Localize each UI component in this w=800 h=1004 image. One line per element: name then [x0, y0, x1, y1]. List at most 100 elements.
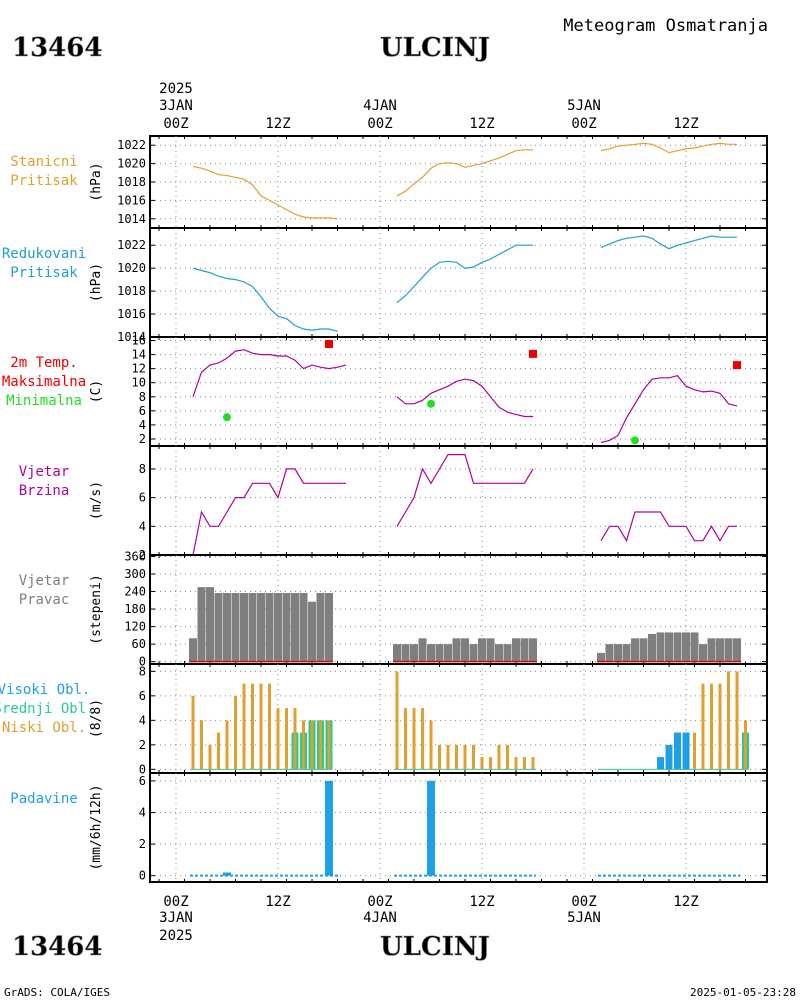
wind-dir-bar — [622, 644, 631, 662]
low-cloud-bar — [310, 720, 314, 770]
low-cloud-bar — [234, 695, 237, 770]
wind-dir-bar — [308, 601, 316, 662]
wind-dir-bar — [486, 638, 495, 662]
wind-dir-bar — [240, 592, 248, 662]
wind-dir-bar — [274, 592, 282, 662]
low-cloud-bar — [251, 683, 254, 770]
y-tick-label: 12 — [132, 362, 146, 376]
station-id-bottom: 13464 — [12, 932, 102, 962]
y-tick-label: 1022 — [117, 238, 146, 252]
low-cloud-bar — [259, 683, 263, 770]
bottom-day-label: 5JAN — [567, 910, 601, 926]
top-hour-label: 00Z — [163, 116, 188, 132]
low-cloud-bar — [701, 683, 705, 770]
y-tick-label: 1014 — [117, 330, 146, 344]
wind-dir-bar — [707, 638, 716, 662]
wind-dir-bar — [461, 638, 469, 662]
y-tick-label: 6 — [139, 404, 146, 418]
series-line — [192, 165, 338, 220]
bottom-hour-label: 00Z — [571, 894, 596, 910]
y-tick-label: 300 — [124, 567, 146, 581]
wind-dir-bar — [223, 592, 231, 662]
panel-label: Niski Obl. — [2, 720, 86, 736]
footer-timestamp: 2025-01-05-23:28 — [690, 986, 796, 999]
low-cloud-bar — [497, 744, 501, 770]
low-cloud-bar — [421, 708, 424, 770]
wind-dir-bar — [231, 592, 240, 662]
wind-dir-bar — [214, 592, 223, 662]
bottom-hour-label: 12Z — [265, 894, 290, 910]
wind-dir-bar — [605, 644, 614, 662]
series-line — [396, 454, 534, 527]
wind-dir-bar — [265, 592, 274, 662]
unit-label: (stepeni) — [89, 574, 104, 644]
wind-dir-bar — [469, 644, 478, 662]
low-cloud-bar — [268, 683, 271, 770]
y-tick-label: 2 — [139, 738, 146, 752]
footer-credit: GrADS: COLA/IGES — [4, 986, 110, 999]
wind-dir-bar — [631, 638, 639, 662]
low-cloud-bar — [693, 732, 696, 770]
low-cloud-bar — [200, 720, 203, 770]
wind-dir-bar — [724, 638, 733, 662]
y-tick-label: 6 — [139, 689, 146, 703]
top-hour-label: 12Z — [469, 116, 494, 132]
panel-label: Redukovani — [2, 246, 86, 262]
wind-dir-bar — [656, 632, 665, 662]
series-line — [600, 142, 737, 154]
low-cloud-bar — [455, 744, 458, 770]
y-tick-label: 8 — [139, 664, 146, 678]
wind-dir-bar — [444, 644, 452, 662]
station-name-top: ULCINJ — [380, 33, 490, 63]
low-cloud-bar — [429, 720, 433, 770]
wind-dir-bar — [520, 638, 529, 662]
y-tick-label: 14 — [132, 348, 146, 362]
wind-dir-bar — [733, 638, 741, 662]
low-cloud-bar — [472, 744, 475, 770]
bottom-day-label: 4JAN — [363, 910, 397, 926]
tmin-marker — [631, 436, 639, 445]
y-tick-label: 60 — [132, 637, 146, 651]
y-tick-label: 1016 — [117, 193, 146, 207]
wind-dir-bar — [648, 633, 656, 662]
wind-dir-bar — [410, 644, 418, 662]
top-hour-label: 00Z — [571, 116, 596, 132]
panel-precipitation: 0 2 4 6 (mm/6h/12h) Padavine — [10, 772, 768, 883]
panel-label: Vjetar — [19, 573, 70, 589]
panel-label: Pravac — [19, 592, 70, 608]
high-cloud-bar — [665, 744, 673, 770]
wind-dir-bar — [503, 644, 512, 662]
panel-wind_direction: 0 60 120 180 240 300 360 (stepeni) Vjetar Pravac — [19, 549, 768, 669]
bottom-hour-label: 12Z — [469, 894, 494, 910]
top-year-label: 2025 — [159, 81, 193, 97]
panel-label: Stanicni — [10, 154, 77, 170]
series-line — [192, 468, 346, 556]
top-day-label: 5JAN — [567, 98, 601, 114]
low-cloud-bar — [285, 708, 288, 770]
precip-bar — [223, 872, 231, 876]
tmin-marker — [427, 399, 435, 408]
wind-dir-bar — [665, 632, 673, 662]
y-tick-label: 1020 — [117, 261, 146, 275]
panel-label: Vjetar — [19, 464, 70, 480]
low-cloud-bar — [412, 708, 416, 770]
wind-dir-bar — [401, 644, 410, 662]
series-line — [396, 149, 533, 197]
low-cloud-bar — [293, 708, 297, 770]
y-tick-label: 120 — [124, 620, 146, 634]
low-cloud-bar — [302, 720, 305, 770]
y-tick-label: 4 — [139, 418, 146, 432]
y-tick-label: 4 — [139, 713, 146, 727]
wind-dir-bar — [690, 632, 699, 662]
bottom-year-label: 2025 — [159, 928, 193, 944]
y-tick-label: 360 — [124, 549, 146, 563]
bottom-hour-label: 00Z — [367, 894, 392, 910]
wind-dir-bar — [282, 592, 291, 662]
wind-dir-bar — [495, 644, 503, 662]
wind-dir-bar — [478, 638, 486, 662]
wind-dir-bar — [291, 592, 299, 662]
low-cloud-bar — [718, 683, 722, 770]
tmin-marker — [223, 413, 231, 422]
